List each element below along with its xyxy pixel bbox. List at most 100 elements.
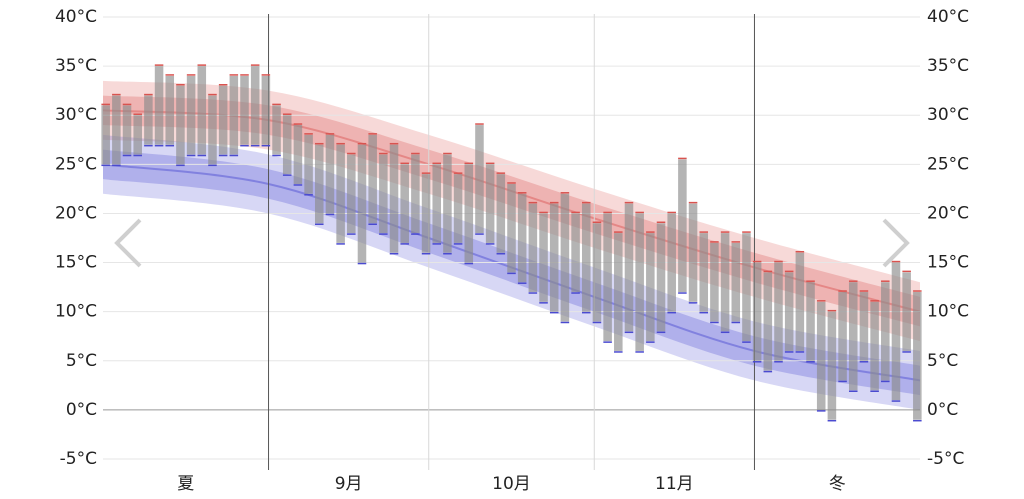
range-bar [347,154,356,234]
y2-tick-label: 30°C [927,105,969,125]
y2-tick-label: 0°C [927,400,958,420]
range-bar [368,134,377,224]
x-period-label: 9月 [335,474,363,494]
range-bar [165,75,175,145]
y-tick-label: 0°C [66,400,97,420]
range-bar [881,282,890,381]
y2-tick-label: -5°C [927,449,964,469]
range-bar [101,105,110,165]
range-bar [357,144,367,263]
y-tick-label: -5°C [60,449,97,469]
y-tick-label: 5°C [66,351,97,371]
range-bar [176,85,185,165]
range-bar [432,164,442,243]
x-period-label: 10月 [492,474,531,494]
range-bar [870,301,879,391]
range-bar [379,154,388,234]
bars [101,64,922,422]
range-bar [571,213,580,293]
y-tick-label: 20°C [55,203,97,223]
range-bar [549,203,559,312]
range-bar [517,193,527,283]
range-bar [581,203,591,312]
range-bar [197,66,207,155]
y2-tick-label: 40°C [927,7,969,27]
y2-tick-label: 35°C [927,56,969,76]
range-bar [827,311,837,420]
range-bar [122,105,132,155]
y-tick-label: 10°C [55,302,97,322]
range-bar [795,252,805,351]
y-tick-label: 25°C [55,154,97,174]
range-bar [656,223,666,332]
range-bar [891,262,901,401]
range-bar [475,125,484,234]
range-bar [624,203,634,332]
range-bar [507,183,516,273]
range-bar [806,282,815,361]
range-bar [859,292,869,361]
y2-tick-label: 10°C [927,302,969,322]
y-tick-label: 40°C [55,7,97,27]
range-bar [218,85,228,155]
y2-tick-label: 5°C [927,351,958,371]
range-bar [784,272,794,351]
range-bar [112,95,121,165]
range-bar [314,144,324,224]
range-bar [592,223,602,322]
range-bar [528,203,538,293]
y2-tick-label: 25°C [927,154,969,174]
range-bar [464,164,474,263]
range-bar [336,144,345,243]
range-bar [272,105,281,155]
range-bar [240,75,249,145]
range-bar [186,75,196,155]
range-bar [742,233,751,342]
range-bar [421,174,431,253]
range-bar [453,174,463,243]
range-bar [902,272,911,351]
range-bar [646,233,655,342]
range-bar [720,233,730,332]
range-bar [635,213,644,351]
range-bar [400,164,409,243]
next-arrow[interactable] [882,218,910,268]
range-bar [282,115,292,175]
range-bar [688,203,698,302]
range-bar [411,154,420,234]
range-bar [560,193,570,322]
range-bar [731,242,741,322]
range-bar [838,292,847,381]
range-bar [848,282,858,391]
range-bar [667,213,676,312]
range-bar [144,95,153,145]
range-bar [229,75,239,155]
range-bar [250,66,260,145]
range-bar [603,213,612,342]
range-bar [208,95,217,165]
range-bar [389,144,399,253]
x-period-label: 夏 [177,474,194,494]
range-bar [752,262,762,361]
range-bar [154,66,164,145]
y-tick-label: 35°C [55,56,97,76]
range-bar [133,115,142,155]
y-tick-label: 15°C [55,253,97,273]
y2-tick-label: 20°C [927,203,969,223]
y2-tick-label: 15°C [927,253,969,273]
range-bar [539,213,548,302]
range-bar [485,164,495,243]
range-bar [614,233,623,351]
x-period-label: 11月 [655,474,694,494]
range-bar [699,233,709,312]
range-bar [913,292,922,420]
range-bar [678,159,687,293]
prev-arrow[interactable] [114,218,142,268]
range-bar [261,75,271,145]
x-period-label: 冬 [829,474,846,494]
y-tick-label: 30°C [55,105,97,125]
range-bar [816,301,826,410]
range-bar [774,262,783,361]
